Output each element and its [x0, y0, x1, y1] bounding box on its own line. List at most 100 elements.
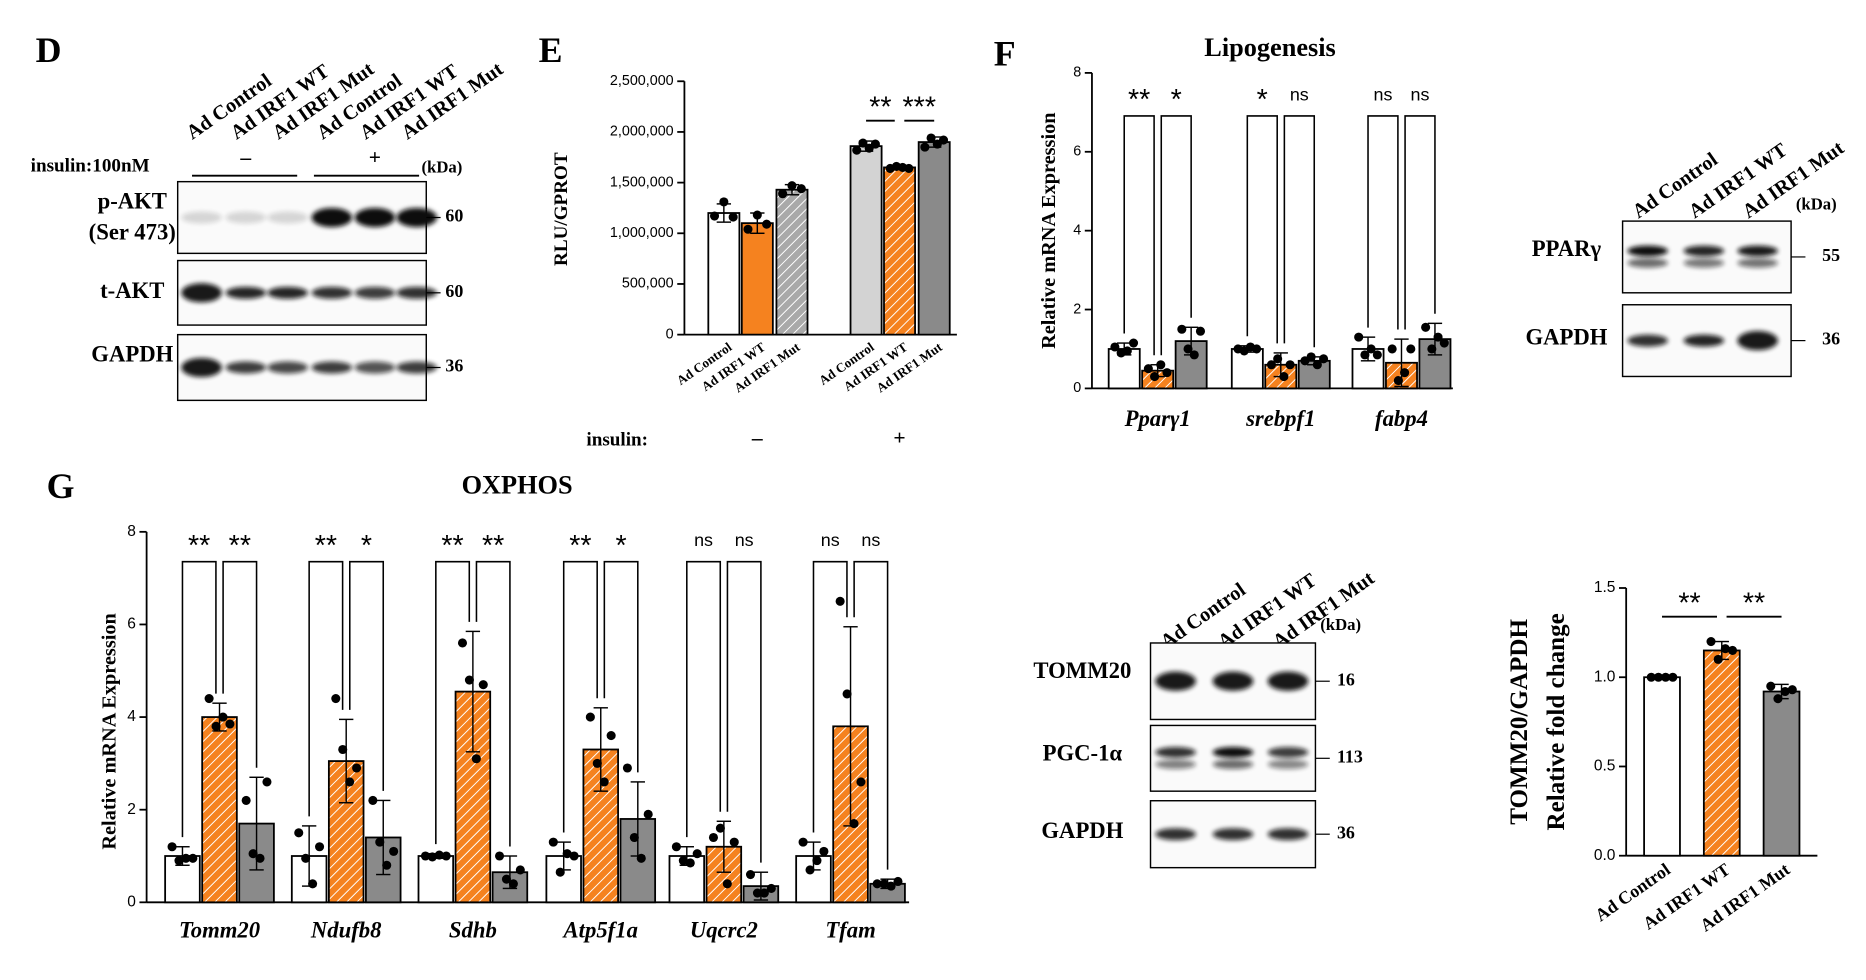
- blot-band: [225, 286, 267, 299]
- blot-label: (Ser 473): [89, 219, 176, 244]
- significance-label: **: [869, 91, 891, 123]
- data-point: [729, 837, 739, 847]
- data-point: [778, 189, 788, 199]
- y-axis-label: TOMM20/GAPDH: [1506, 619, 1533, 825]
- data-point: [1183, 344, 1193, 354]
- y-tick-label: 0.0: [1594, 847, 1616, 864]
- data-point: [1273, 354, 1283, 364]
- y-tick-label: 0: [666, 326, 674, 342]
- data-point: [796, 184, 806, 194]
- kda-label: 36: [1337, 822, 1355, 842]
- bar: [1702, 649, 1741, 857]
- data-point: [879, 879, 889, 889]
- significance-bracket: [475, 560, 511, 847]
- data-point: [1713, 654, 1723, 664]
- data-point: [1110, 342, 1120, 352]
- blot-band: [1212, 759, 1254, 770]
- data-point: [211, 721, 221, 731]
- data-point: [1285, 360, 1295, 370]
- panel-letter: D: [36, 30, 62, 70]
- data-point: [1129, 338, 1139, 348]
- data-point: [218, 712, 228, 722]
- data-point: [709, 211, 720, 221]
- data-point: [1720, 644, 1730, 654]
- blot-label: TOMM20: [1033, 658, 1131, 683]
- data-point: [842, 689, 852, 699]
- data-point: [427, 852, 437, 862]
- bar: [201, 716, 238, 904]
- blot-band: [1627, 245, 1668, 257]
- significance-label: ***: [903, 91, 936, 123]
- y-axis-label: Relative mRNA Expression: [1038, 112, 1060, 348]
- data-point: [1279, 372, 1289, 382]
- treatment-label: insulin:100nM: [31, 156, 150, 177]
- data-point: [441, 851, 451, 861]
- data-point: [1439, 338, 1449, 348]
- blot-band: [267, 361, 308, 374]
- data-point: [352, 763, 362, 773]
- significance-label: **: [315, 530, 337, 562]
- data-point: [719, 197, 729, 207]
- x-tick-label: Tfam: [825, 917, 875, 942]
- x-tick-label: Ndufb8: [310, 917, 382, 942]
- y-tick-label: 8: [127, 523, 136, 540]
- data-point: [1252, 344, 1262, 354]
- data-point: [1653, 672, 1663, 682]
- data-point: [494, 851, 505, 861]
- blot-band: [1683, 334, 1725, 347]
- data-point: [1387, 344, 1397, 354]
- y-tick-label: 4: [1073, 222, 1081, 238]
- data-point: [920, 142, 930, 152]
- blot-band: [181, 357, 222, 378]
- data-point: [457, 638, 468, 648]
- kda-label: 60: [445, 206, 463, 226]
- data-point: [345, 777, 355, 787]
- data-point: [629, 832, 639, 843]
- data-point: [301, 853, 311, 863]
- data-point: [464, 675, 474, 685]
- y-tick-label: 2,500,000: [610, 73, 674, 89]
- blot-label: t-AKT: [100, 278, 164, 303]
- data-point: [849, 819, 859, 829]
- blot-frame: [1149, 724, 1317, 792]
- bar: [1230, 348, 1264, 390]
- y-tick-label: 1.5: [1594, 579, 1616, 596]
- data-point: [1646, 672, 1656, 682]
- data-point: [420, 851, 430, 861]
- data-point: [904, 163, 914, 173]
- bar: [1762, 690, 1801, 857]
- significance-label: **: [441, 530, 463, 562]
- data-point: [835, 596, 845, 606]
- significance-label: ns: [735, 530, 754, 550]
- significance-label: **: [1743, 587, 1765, 619]
- data-point: [870, 139, 880, 149]
- data-point: [368, 795, 378, 805]
- data-point: [555, 867, 565, 877]
- y-tick-label: 1.0: [1594, 668, 1616, 685]
- data-point: [685, 858, 695, 868]
- data-point: [1372, 350, 1382, 360]
- blot-band: [1627, 334, 1668, 347]
- y-axis-label: Relative fold change: [1543, 613, 1570, 830]
- data-point: [743, 224, 753, 234]
- data-point: [248, 849, 258, 859]
- chart-title: Lipogenesis: [1204, 33, 1335, 62]
- blot-band: [1155, 759, 1196, 770]
- significance-bracket: [1367, 115, 1399, 330]
- blot-band: [1212, 828, 1254, 841]
- blot-label: GAPDH: [1525, 325, 1607, 350]
- blot-band: [1155, 746, 1196, 758]
- significance-bracket: [308, 560, 344, 817]
- significance-label: **: [1678, 587, 1700, 619]
- data-point: [1162, 368, 1172, 378]
- data-point: [752, 210, 762, 220]
- significance-bracket: [686, 560, 722, 838]
- significance-label: ns: [694, 530, 713, 550]
- data-point: [331, 694, 341, 704]
- data-point: [1319, 354, 1329, 364]
- data-point: [1706, 637, 1716, 647]
- kda-label: 16: [1337, 669, 1355, 689]
- data-point: [926, 133, 936, 143]
- significance-label: ns: [1374, 84, 1393, 104]
- blot-band: [1155, 671, 1196, 691]
